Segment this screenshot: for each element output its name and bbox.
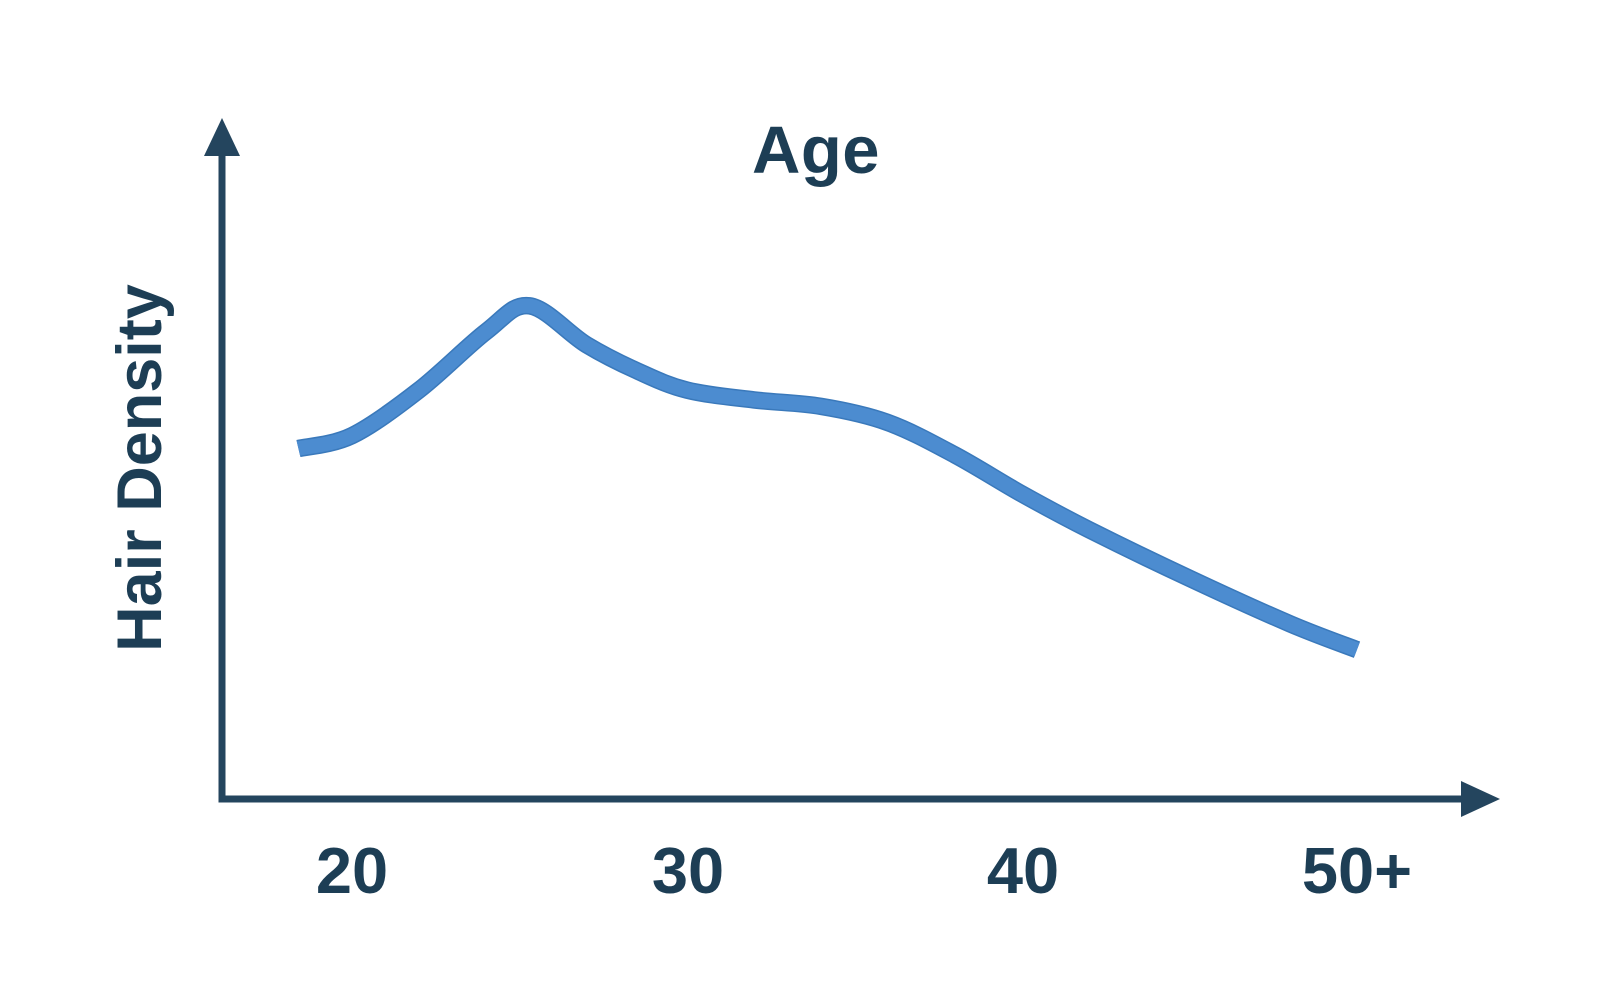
x-tick-label-50plus: 50+ xyxy=(1301,834,1413,907)
x-tick-label-40: 40 xyxy=(986,834,1060,907)
chart-title: Age xyxy=(751,113,881,188)
y-axis-arrow-up-icon xyxy=(204,118,240,156)
x-axis-arrow-right-icon xyxy=(1461,781,1500,817)
x-tick-label-30: 30 xyxy=(651,834,725,907)
x-tick-label-20: 20 xyxy=(315,834,389,907)
density-curve xyxy=(296,298,1360,657)
y-axis-label: Hair Density xyxy=(105,284,175,652)
